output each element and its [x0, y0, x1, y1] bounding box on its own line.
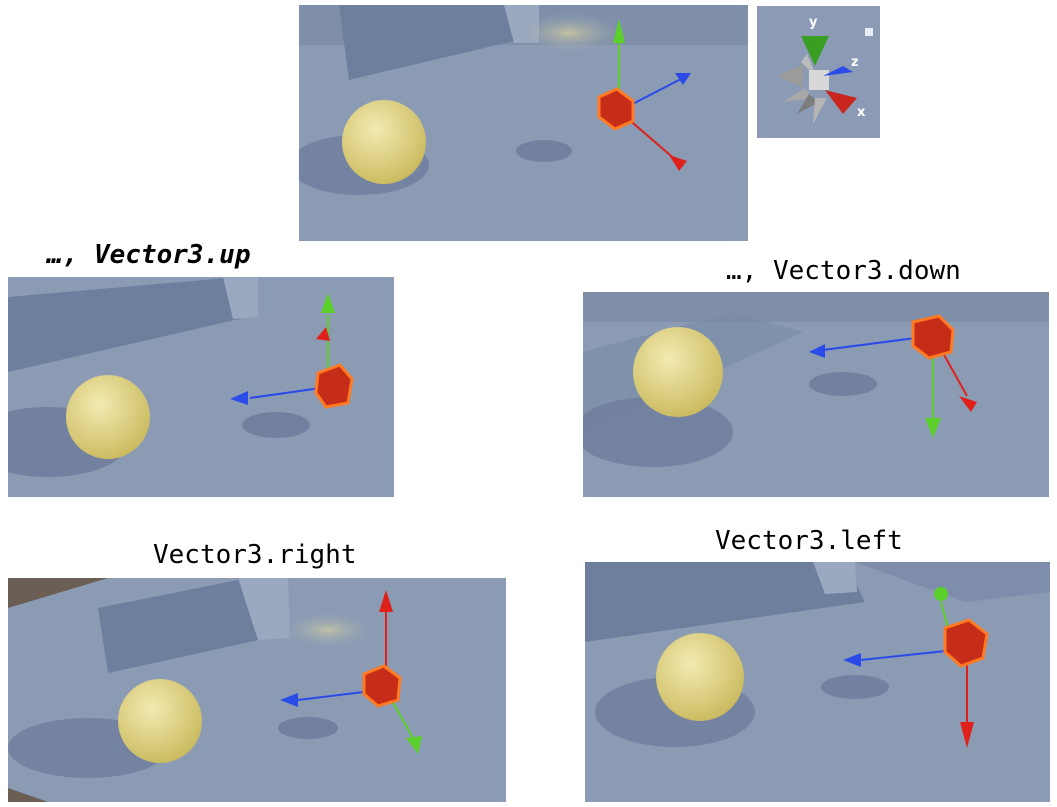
y-arrow: [934, 587, 948, 601]
cube: [597, 87, 635, 131]
z-label: z: [851, 55, 859, 70]
x-arrow: [960, 722, 974, 748]
y-arrow: [406, 736, 422, 754]
cube: [314, 363, 354, 409]
caption-vector3-down: …, Vector3.down: [726, 256, 961, 286]
building-block: [813, 562, 857, 594]
x-arrow: [669, 155, 687, 171]
ground-edge: [8, 578, 108, 608]
building-block: [238, 578, 290, 640]
y-cone: [801, 36, 829, 66]
scene-canvas: [583, 292, 1049, 497]
scene-view-right[interactable]: [8, 578, 506, 802]
wall-shadow: [339, 5, 539, 80]
caption-vector3-up: …, Vector3.up: [47, 240, 251, 270]
scene-view-down[interactable]: [583, 292, 1049, 497]
sphere: [118, 679, 202, 763]
x-label: x: [857, 105, 866, 120]
neg-y-cone: [813, 98, 827, 124]
x-cone: [825, 90, 857, 114]
neg-x-cone: [777, 64, 803, 88]
scene-canvas: [8, 277, 394, 497]
orientation-gizmo[interactable]: y z x: [757, 6, 880, 138]
caption-vector3-left: Vector3.left: [715, 526, 903, 556]
x-arrow: [379, 590, 393, 612]
cube: [911, 314, 955, 360]
cube: [943, 618, 989, 668]
sphere: [342, 100, 426, 184]
scene-canvas: [299, 5, 748, 241]
z-cone: [823, 66, 853, 76]
sphere: [656, 633, 744, 721]
scene-view-top[interactable]: [299, 5, 748, 241]
wall-shadow: [585, 562, 865, 642]
x-arrow: [959, 396, 977, 412]
light-glow: [509, 11, 629, 55]
wall-shadow: [98, 578, 268, 673]
x-arrow: [316, 327, 330, 341]
scene-canvas: [8, 578, 506, 802]
gizmo-canvas: y z x: [757, 6, 880, 138]
wall-shadow: [8, 277, 248, 372]
gizmo-center: [809, 70, 829, 90]
sphere: [66, 375, 150, 459]
sphere: [633, 327, 723, 417]
cube: [362, 664, 402, 708]
z-arrow: [809, 344, 825, 358]
y-label: y: [809, 15, 818, 30]
z-arrow: [230, 391, 248, 405]
scene-view-left[interactable]: [585, 562, 1050, 802]
scene-view-up[interactable]: [8, 277, 394, 497]
z-arrow: [675, 73, 691, 85]
scene-canvas: [585, 562, 1050, 802]
y-arrow: [321, 293, 335, 313]
z-arrow: [280, 693, 298, 707]
y-arrow: [613, 19, 625, 43]
building-block: [223, 277, 258, 319]
z-arrow: [843, 653, 861, 667]
y-arrow: [925, 418, 941, 438]
lock-icon: [865, 28, 873, 36]
caption-vector3-right: Vector3.right: [153, 540, 357, 570]
